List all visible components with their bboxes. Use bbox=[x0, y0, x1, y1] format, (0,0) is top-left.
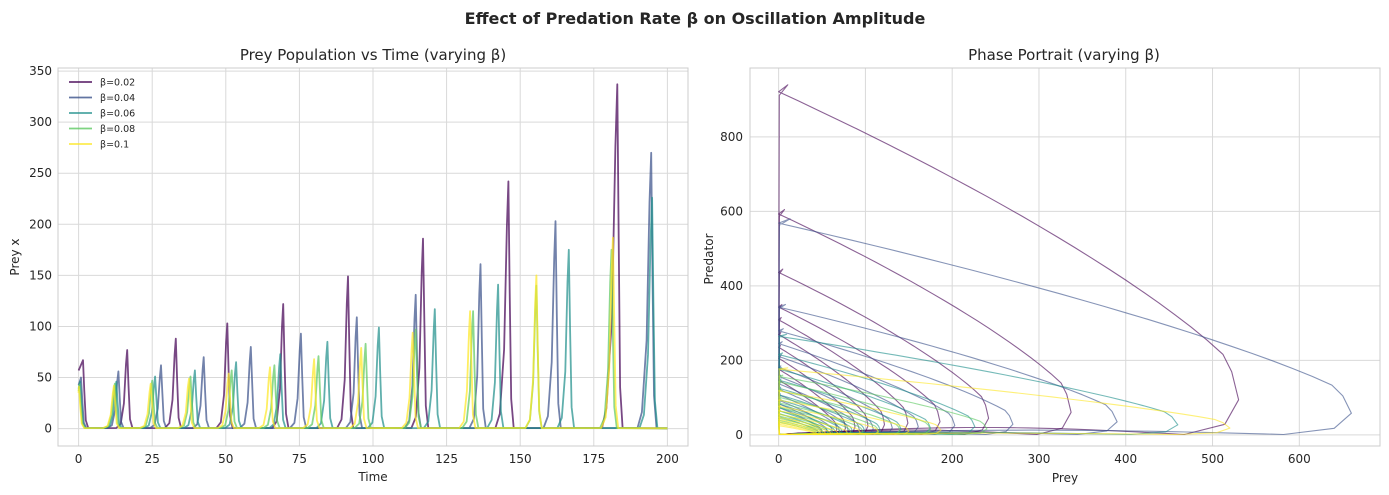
legend-label-3: β=0.06 bbox=[100, 109, 135, 120]
figure-suptitle: Effect of Predation Rate β on Oscillatio… bbox=[465, 9, 926, 28]
prey-time-xtick-label: 150 bbox=[509, 452, 532, 466]
prey-time-series-1 bbox=[77, 83, 668, 430]
phase-loop-3-11 bbox=[778, 352, 976, 436]
phase-xtick-label: 100 bbox=[854, 452, 877, 466]
phase-xtick-label: 200 bbox=[941, 452, 964, 466]
prey-time-xtick-label: 0 bbox=[75, 452, 83, 466]
phase-xtick-label: 500 bbox=[1201, 452, 1224, 466]
prey-time-xtick-label: 175 bbox=[582, 452, 605, 466]
prey-time-xtick-label: 200 bbox=[656, 452, 679, 466]
prey-time-grid bbox=[58, 68, 688, 446]
phase-ytick-label: 0 bbox=[735, 428, 743, 442]
prey-time-series-group bbox=[77, 83, 668, 430]
prey-time-xtick-label: 75 bbox=[292, 452, 307, 466]
phase-series-5 bbox=[778, 367, 1231, 436]
prey-time-title: Prey Population vs Time (varying β) bbox=[240, 46, 506, 64]
prey-time-xtick-label: 50 bbox=[218, 452, 233, 466]
phase-portrait-series-group bbox=[778, 84, 1352, 436]
phase-ytick-label: 800 bbox=[720, 130, 743, 144]
phase-loop-2-13 bbox=[778, 218, 1352, 436]
phase-xtick-label: 0 bbox=[775, 452, 783, 466]
phase-loop-1-10 bbox=[778, 84, 1240, 436]
prey-time-ytick-label: 100 bbox=[29, 319, 52, 333]
prey-time-xtick-label: 25 bbox=[145, 452, 160, 466]
prey-time-ytick-label: 250 bbox=[29, 166, 52, 180]
prey-time-xlabel: Time bbox=[357, 470, 387, 484]
prey-time-ylabel: Prey x bbox=[8, 238, 22, 275]
phase-portrait-ticks: 0 100 200 300 400 500 600 0 200 400 600 800 bbox=[720, 130, 1311, 466]
phase-portrait-grid bbox=[750, 68, 1380, 446]
phase-portrait-xlabel: Prey bbox=[1052, 471, 1078, 485]
prey-time-ticks: 0 25 50 75 100 125 150 175 200 0 50 100 150 200 250 300… bbox=[29, 64, 679, 466]
prey-time-ytick-label: 300 bbox=[29, 115, 52, 129]
phase-xtick-label: 300 bbox=[1028, 452, 1051, 466]
prey-time-panel: Prey Population vs Time (varying β) 0 25 5… bbox=[8, 46, 689, 484]
prey-time-axes-frame bbox=[57, 67, 689, 447]
phase-ytick-label: 200 bbox=[720, 353, 743, 367]
prey-time-xtick-label: 125 bbox=[435, 452, 458, 466]
prey-time-ytick-label: 350 bbox=[29, 64, 52, 78]
phase-xtick-label: 600 bbox=[1288, 452, 1311, 466]
legend-label-4: β=0.08 bbox=[100, 124, 135, 135]
prey-time-ytick-label: 200 bbox=[29, 217, 52, 231]
phase-portrait-ylabel: Predator bbox=[702, 233, 716, 284]
prey-time-xtick-label: 100 bbox=[362, 452, 385, 466]
prey-time-series-5 bbox=[77, 236, 668, 430]
phase-loop-5-12 bbox=[778, 367, 1231, 436]
phase-portrait-axes-frame bbox=[749, 67, 1381, 447]
legend-label-1: β=0.02 bbox=[100, 78, 135, 89]
phase-ytick-label: 400 bbox=[720, 279, 743, 293]
phase-ytick-label: 600 bbox=[720, 204, 743, 218]
legend-label-5: β=0.1 bbox=[100, 140, 129, 151]
prey-time-ytick-label: 0 bbox=[44, 422, 52, 436]
prey-time-legend: β=0.02 β=0.04 β=0.06 β=0.08 β=0.1 bbox=[69, 78, 135, 151]
phase-portrait-panel: Phase Portrait (varying β) 0 100 200 300 400… bbox=[702, 46, 1381, 485]
legend-label-2: β=0.04 bbox=[100, 93, 135, 104]
phase-portrait-title: Phase Portrait (varying β) bbox=[968, 46, 1160, 64]
phase-xtick-label: 400 bbox=[1114, 452, 1137, 466]
prey-time-ytick-label: 150 bbox=[29, 268, 52, 282]
prey-time-ytick-label: 50 bbox=[37, 371, 52, 385]
